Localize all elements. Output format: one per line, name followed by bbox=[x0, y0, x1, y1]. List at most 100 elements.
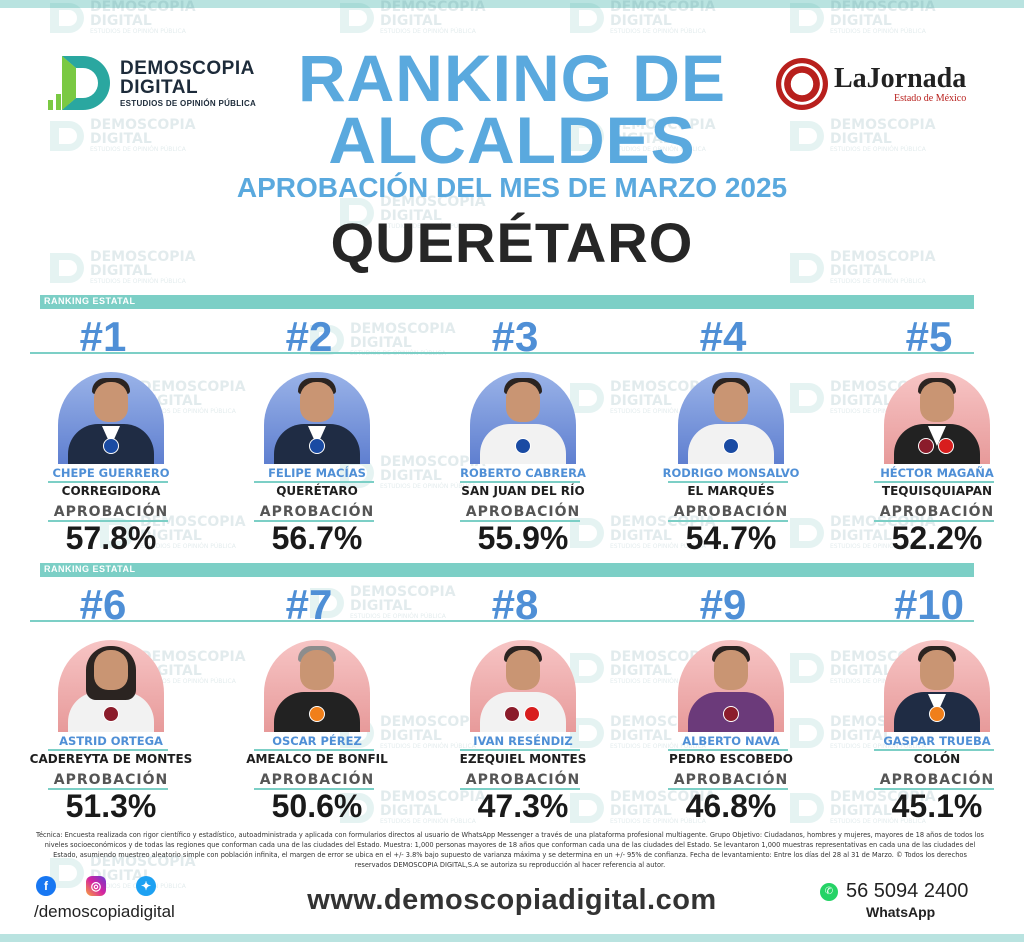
instagram-icon[interactable]: ◎ bbox=[86, 876, 106, 896]
top-frame-bar bbox=[0, 0, 1024, 8]
approval-divider bbox=[460, 788, 580, 790]
la-jornada-emblem-icon bbox=[776, 58, 828, 110]
party-badge-icon bbox=[723, 438, 739, 454]
mayor-photo bbox=[678, 640, 784, 732]
rank-number: #1 bbox=[79, 313, 127, 360]
party-badge-icon bbox=[103, 706, 119, 722]
mayor-photo bbox=[58, 372, 164, 464]
rank-number: #6 bbox=[79, 581, 127, 628]
municipality: AMEALCO DE BONFIL bbox=[246, 752, 388, 766]
mayor-photo bbox=[264, 640, 370, 732]
name-divider bbox=[48, 749, 168, 751]
demoscopia-logo: DEMOSCOPIA DIGITAL ESTUDIOS DE OPINIÓN P… bbox=[48, 54, 256, 112]
mayor-photo bbox=[264, 372, 370, 464]
mayor-photo bbox=[884, 640, 990, 732]
facebook-icon[interactable]: f bbox=[36, 876, 56, 896]
twitter-icon[interactable]: ✦ bbox=[136, 876, 156, 896]
rank-number: #10 bbox=[893, 581, 965, 628]
title-line2: ALCALDES bbox=[328, 103, 696, 177]
approval-value: 46.8% bbox=[685, 788, 777, 824]
mayor-name: GASPAR TRUEBA bbox=[883, 734, 991, 748]
rank-number: #9 bbox=[699, 581, 747, 628]
mayor-card: #6 ASTRID ORTEGA CADEREYTA DE MONTES APROBA… bbox=[8, 581, 198, 825]
mayor-name: IVAN RESÉNDIZ bbox=[473, 734, 573, 748]
rank-divider-top bbox=[30, 352, 974, 354]
approval-label: APROBACIÓN bbox=[465, 504, 581, 520]
mayor-card: #2 FELIPE MACÍAS QUERÉTARO APROBACIÓN 56.7% bbox=[214, 313, 404, 556]
approval-value: 45.1% bbox=[891, 788, 983, 824]
mayor-photo bbox=[470, 372, 576, 464]
rank-divider-bottom bbox=[30, 620, 974, 622]
mayor-photo bbox=[884, 372, 990, 464]
approval-divider bbox=[460, 520, 580, 522]
mayor-card: #4 RODRIGO MONSALVO EL MARQUÉS APROBACIÓN 54… bbox=[628, 313, 818, 557]
mayor-card: #5 HÉCTOR MAGAÑA TEQUISQUIAPAN APROBACIÓN 52… bbox=[834, 313, 1024, 556]
name-divider bbox=[48, 481, 168, 483]
logo-tagline: ESTUDIOS DE OPINIÓN PÚBLICA bbox=[120, 98, 257, 108]
whatsapp-icon: ✆ bbox=[820, 882, 838, 901]
whatsapp-label: WhatsApp bbox=[866, 904, 936, 920]
approval-value: 50.6% bbox=[271, 788, 363, 824]
approval-value: 51.3% bbox=[65, 788, 157, 824]
name-divider bbox=[668, 749, 788, 751]
approval-value: 52.2% bbox=[891, 520, 983, 556]
rank-number: #4 bbox=[699, 313, 747, 360]
mayor-name: RODRIGO MONSALVO bbox=[662, 466, 800, 480]
rank-number: #2 bbox=[285, 313, 333, 360]
social-handle: /demoscopiadigital bbox=[34, 902, 175, 921]
logo-line2: DIGITAL bbox=[120, 76, 199, 98]
approval-label: APROBACIÓN bbox=[465, 772, 581, 788]
name-divider bbox=[874, 481, 994, 483]
municipality: TEQUISQUIAPAN bbox=[881, 484, 993, 498]
section-label: RANKING ESTATAL bbox=[44, 564, 136, 574]
whatsapp-contact: ✆ 56 5094 2400 bbox=[820, 880, 968, 903]
approval-divider bbox=[668, 520, 788, 522]
mayor-name: ALBERTO NAVA bbox=[682, 734, 780, 748]
approval-label: APROBACIÓN bbox=[259, 504, 375, 520]
mayor-name: ASTRID ORTEGA bbox=[59, 734, 163, 748]
la-jornada-name: LaJornada bbox=[834, 62, 967, 94]
municipality: CORREGIDORA bbox=[61, 484, 161, 498]
party-badge-icon bbox=[929, 706, 945, 722]
party-badge-icon bbox=[309, 438, 325, 454]
rank-number: #5 bbox=[905, 313, 953, 360]
party-badge-icon bbox=[309, 706, 325, 722]
party-badge-icon bbox=[515, 438, 531, 454]
bottom-frame-bar bbox=[0, 934, 1024, 942]
party-badge-icon bbox=[504, 706, 520, 722]
approval-value: 47.3% bbox=[477, 788, 569, 824]
approval-value: 57.8% bbox=[65, 520, 157, 556]
rank-number: #3 bbox=[491, 313, 539, 360]
la-jornada-sub: Estado de México bbox=[894, 92, 967, 104]
municipality: SAN JUAN DEL RÍO bbox=[461, 484, 585, 498]
party-badge-icon bbox=[723, 706, 739, 722]
municipality: PEDRO ESCOBEDO bbox=[669, 752, 793, 766]
municipality: QUERÉTARO bbox=[276, 484, 358, 498]
section-bar-top: RANKING ESTATAL bbox=[40, 295, 974, 309]
name-divider bbox=[460, 749, 580, 751]
approval-value: 56.7% bbox=[271, 520, 363, 556]
mayor-card: #7 OSCAR PÉREZ AMEALCO DE BONFIL APROBACIÓN… bbox=[214, 584, 404, 825]
la-jornada-logo: LaJornada Estado de México bbox=[776, 58, 966, 110]
party-badge-icon bbox=[524, 706, 540, 722]
approval-label: APROBACIÓN bbox=[53, 504, 169, 520]
approval-divider bbox=[668, 788, 788, 790]
website-link[interactable]: www.demoscopiadigital.com bbox=[307, 884, 717, 916]
social-icons: f ◎ ✦ bbox=[36, 876, 156, 896]
section-bar-bottom: RANKING ESTATAL bbox=[40, 563, 974, 577]
party-badge-icon bbox=[103, 438, 119, 454]
section-label: RANKING ESTATAL bbox=[44, 296, 136, 306]
approval-divider bbox=[48, 520, 168, 522]
party-badge-icon bbox=[918, 438, 934, 454]
approval-divider bbox=[254, 520, 374, 522]
party-badge-icon bbox=[938, 438, 954, 454]
mayor-card: #10 GASPAR TRUEBA COLÓN APROBACIÓN 45.1% bbox=[834, 581, 1024, 824]
mayor-photo bbox=[470, 640, 576, 732]
municipality: COLÓN bbox=[913, 752, 961, 766]
municipality: CADEREYTA DE MONTES bbox=[29, 752, 193, 766]
rank-number: #8 bbox=[491, 581, 539, 628]
approval-value: 54.7% bbox=[685, 520, 777, 556]
demoscopia-d-icon bbox=[48, 54, 112, 112]
mayor-name: CHEPE GUERRERO bbox=[52, 466, 170, 480]
name-divider bbox=[254, 749, 374, 751]
